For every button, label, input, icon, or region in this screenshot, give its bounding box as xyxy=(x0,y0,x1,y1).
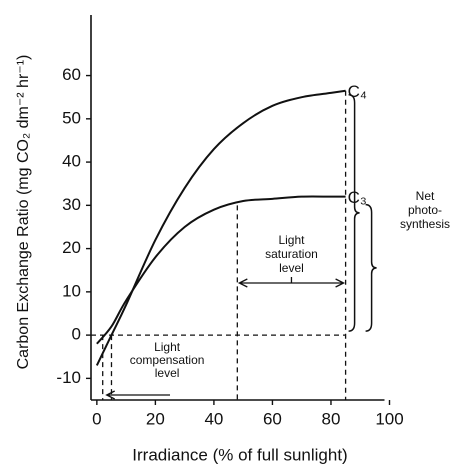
y-axis-label: Carbon Exchange Ratio (mg CO₂ dm⁻² hr⁻¹) xyxy=(15,55,32,370)
saturation-label: level xyxy=(279,261,304,275)
x-tick-label: 40 xyxy=(204,409,223,428)
net-label: Net xyxy=(416,189,435,203)
y-tick-label: 30 xyxy=(62,195,81,214)
x-tick-label: 60 xyxy=(263,409,282,428)
y-tick-label: 60 xyxy=(62,65,81,84)
compensation-label: compensation xyxy=(130,353,205,367)
brace xyxy=(365,203,377,332)
y-tick-label: 40 xyxy=(62,152,81,171)
saturation-label: Light xyxy=(278,233,305,247)
x-tick-label: 0 xyxy=(92,409,101,428)
curve-label: C₄ xyxy=(348,82,367,101)
compensation-arrow xyxy=(105,390,171,400)
x-tick-label: 80 xyxy=(322,409,341,428)
brace xyxy=(348,93,360,332)
saturation-label: saturation xyxy=(265,247,318,261)
saturation-arrow xyxy=(237,277,346,288)
y-tick-label: 20 xyxy=(62,238,81,257)
y-tick-label: -10 xyxy=(56,368,81,387)
curve xyxy=(96,195,346,345)
y-tick-label: 50 xyxy=(62,108,81,127)
y-tick-label: 0 xyxy=(72,325,81,344)
x-axis-label: Irradiance (% of full sunlight) xyxy=(132,445,347,464)
compensation-label: level xyxy=(155,366,180,380)
net-label: photo- xyxy=(408,203,442,217)
x-tick-label: 20 xyxy=(146,409,165,428)
curve xyxy=(95,89,346,366)
net-label: synthesis xyxy=(400,217,450,231)
curve-label: C₃ xyxy=(348,188,367,207)
compensation-label: Light xyxy=(154,340,181,354)
y-tick-label: 10 xyxy=(62,281,81,300)
x-tick-label: 100 xyxy=(375,409,403,428)
